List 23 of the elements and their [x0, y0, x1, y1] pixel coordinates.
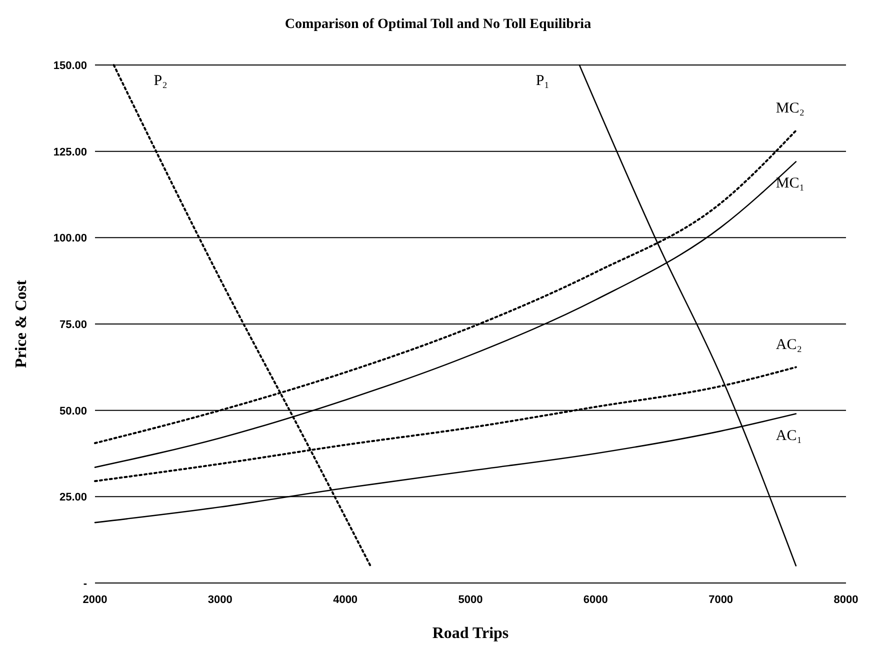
series-label: P₂: [154, 73, 168, 89]
y-axis-title: Price & Cost: [13, 279, 30, 368]
x-tick-label: 5000: [458, 594, 483, 606]
y-tick-label: -: [83, 578, 88, 590]
series-label: AC₂: [776, 337, 802, 354]
x-tick-label: 8000: [834, 594, 858, 606]
y-tick-label: 50.00: [59, 405, 87, 418]
x-axis-title: Road Trips: [432, 625, 509, 642]
x-tick-label: 7000: [708, 594, 734, 606]
series-label: MC₁: [776, 176, 805, 192]
x-tick-label: 3000: [208, 594, 232, 606]
x-tick-label: 6000: [583, 594, 608, 606]
y-tick-label: 25.00: [59, 492, 87, 504]
y-tick-label: 125.00: [53, 146, 87, 158]
y-tick-label: 150.00: [53, 60, 87, 72]
x-tick-label: 2000: [82, 594, 108, 606]
x-tick-label: 4000: [333, 594, 358, 606]
y-tick-label: 100.00: [53, 232, 87, 245]
text: P₁: [536, 73, 550, 89]
y-tick-label: 75.00: [59, 319, 87, 331]
series-label: AC₁: [776, 428, 802, 444]
series-label: MC₂: [776, 100, 805, 117]
chart-title: Comparison of Optimal Toll and No Toll Equilibria: [284, 17, 592, 32]
